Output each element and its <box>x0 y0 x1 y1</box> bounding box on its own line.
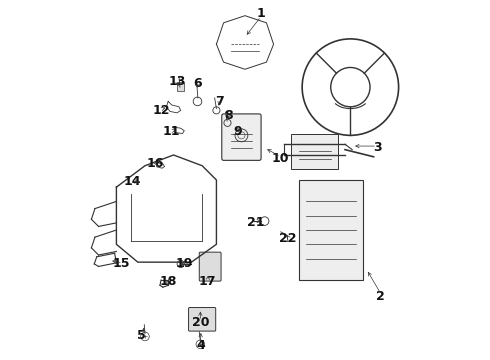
Text: 21: 21 <box>247 216 265 229</box>
Text: 8: 8 <box>224 109 233 122</box>
Text: 5: 5 <box>137 329 146 342</box>
Bar <box>177 82 184 91</box>
Text: 12: 12 <box>152 104 170 117</box>
Text: 14: 14 <box>123 175 141 188</box>
Bar <box>292 134 338 169</box>
Text: 16: 16 <box>147 157 164 170</box>
Text: 22: 22 <box>279 233 296 246</box>
Text: 18: 18 <box>160 275 177 288</box>
Text: 6: 6 <box>194 77 202 90</box>
FancyBboxPatch shape <box>222 114 261 160</box>
Bar <box>298 180 363 280</box>
Text: 4: 4 <box>196 338 205 351</box>
Text: 19: 19 <box>175 257 193 270</box>
FancyBboxPatch shape <box>189 307 216 331</box>
Text: 15: 15 <box>113 257 130 270</box>
Text: 3: 3 <box>373 141 382 154</box>
Text: 20: 20 <box>192 316 209 329</box>
Text: 2: 2 <box>376 289 385 303</box>
Text: 9: 9 <box>234 125 242 138</box>
Text: 1: 1 <box>257 8 266 21</box>
FancyBboxPatch shape <box>199 252 221 281</box>
Text: 13: 13 <box>169 75 186 88</box>
Text: 17: 17 <box>199 275 216 288</box>
Text: 10: 10 <box>272 152 290 165</box>
Text: 11: 11 <box>163 125 180 138</box>
Text: 7: 7 <box>216 95 224 108</box>
